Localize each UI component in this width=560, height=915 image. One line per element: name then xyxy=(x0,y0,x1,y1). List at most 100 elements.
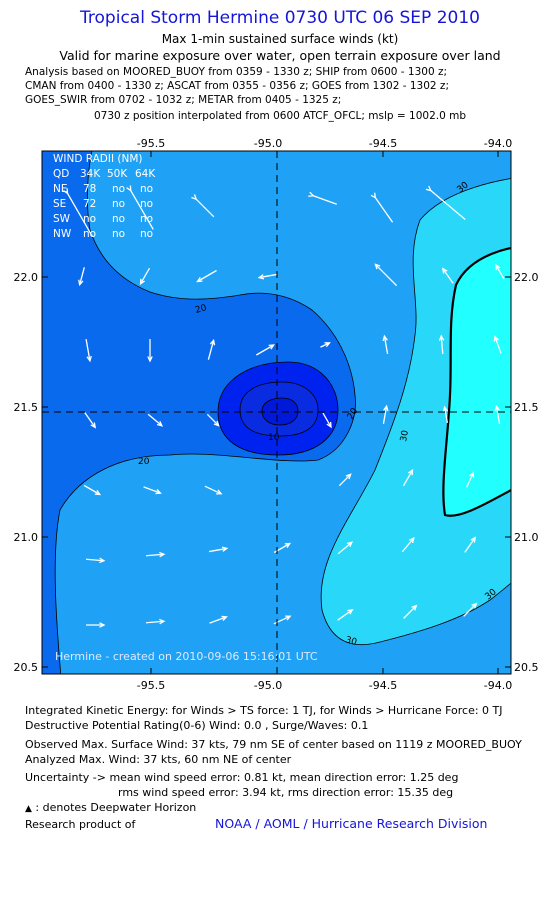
deepwater-note: ▲ : denotes Deepwater Horizon xyxy=(25,801,196,814)
wind-arrow-shaft xyxy=(147,413,163,427)
wind-arrow-shaft xyxy=(443,407,449,423)
wind-arrow-head xyxy=(147,356,153,363)
wind-arrow-head xyxy=(159,551,166,558)
wind-arrow-head xyxy=(284,542,292,549)
position-note: 0730 z position interpolated from 0600 A… xyxy=(93,110,467,122)
wind-arrow-head xyxy=(345,473,352,480)
wind-arrow-head xyxy=(139,278,146,286)
y-tick-left: 21.5 xyxy=(14,401,39,414)
wind-arrow-shaft xyxy=(383,336,389,354)
tick-marks xyxy=(42,151,511,674)
x-tick-bottom: -95.5 xyxy=(137,679,165,692)
wind-arrow-head xyxy=(126,185,132,192)
wind-arrow-shaft xyxy=(320,342,330,348)
wind-radii-header-qd: QD xyxy=(53,168,69,180)
wind-arrow-shaft xyxy=(495,406,501,424)
wind-radii-cell: no xyxy=(83,228,96,240)
wind-arrow-head xyxy=(383,404,389,412)
wind-arrow-shaft xyxy=(463,603,477,617)
wind-arrow-shaft xyxy=(464,537,476,553)
y-tick-right: 21.5 xyxy=(514,401,539,414)
wind-arrow-shaft xyxy=(85,558,105,562)
wind-arrow-shaft xyxy=(440,335,444,355)
wind-arrow-shaft xyxy=(66,193,94,237)
wind-arrow-shaft xyxy=(374,197,394,223)
wind-arrow-head xyxy=(346,541,354,548)
y-tick-left: 21.0 xyxy=(14,531,39,544)
wind-arrow-shaft xyxy=(495,264,505,280)
wind-arrow-head xyxy=(408,536,415,544)
wind-arrow-head xyxy=(469,471,475,478)
research-label: Research product of xyxy=(25,818,136,831)
wind-arrow-shaft xyxy=(197,269,217,283)
deepwater-horizon-icon: ▲ xyxy=(25,804,32,814)
wind-arrow-head xyxy=(213,420,220,427)
wind-arrow-head xyxy=(62,188,69,195)
wind-radii-cell: no xyxy=(140,198,153,210)
wind-radii-header-50k: 50K xyxy=(107,168,128,180)
wind-arrow-head xyxy=(86,355,92,363)
analyzed-max-line: Analyzed Max. Wind: 37 kts, 60 nm NE of … xyxy=(25,753,292,766)
ike-line: Integrated Kinetic Energy: for Winds > T… xyxy=(25,704,503,717)
wind-arrow-shaft xyxy=(374,263,398,287)
x-tick-top: -95.5 xyxy=(137,137,165,150)
wind-arrow-shaft xyxy=(466,472,474,488)
wind-arrow-shaft xyxy=(256,344,274,356)
wind-radii-cell: no xyxy=(112,198,125,210)
wind-arrow-head xyxy=(425,185,432,192)
y-tick-right: 22.0 xyxy=(514,271,539,284)
wind-arrow-shaft xyxy=(337,609,353,621)
wind-radii-header-64k: 64K xyxy=(135,168,156,180)
wind-arrow-head xyxy=(99,557,106,564)
wind-arrow-head xyxy=(411,604,418,611)
wind-arrow-head xyxy=(370,192,377,199)
wind-radii-header-34k: 34K xyxy=(80,168,101,180)
wind-arrow-shaft xyxy=(84,412,96,428)
wind-radii-cell: NW xyxy=(53,228,72,240)
wind-arrow-head xyxy=(221,615,228,621)
wind-arrow-shaft xyxy=(79,267,85,285)
x-tick-bottom: -95.0 xyxy=(254,679,282,692)
x-tick-bottom: -94.5 xyxy=(369,679,397,692)
x-tick-bottom: -94.0 xyxy=(484,679,512,692)
wind-radii-cell: no xyxy=(112,183,125,195)
wind-arrow-head xyxy=(191,194,198,201)
wind-radii-cell: NE xyxy=(53,183,68,195)
wind-radii-cell: SE xyxy=(53,198,66,210)
wind-arrow-shaft xyxy=(209,616,227,624)
wind-arrow-shaft xyxy=(382,406,388,424)
contour-label: 30 xyxy=(399,429,411,442)
wind-arrow-head xyxy=(257,274,265,280)
uncertainty-line-1: Uncertainty -> mean wind speed error: 0.… xyxy=(25,771,459,784)
wind-arrow-shaft xyxy=(442,268,454,284)
wind-arrow-head xyxy=(221,546,229,552)
y-tick-left: 20.5 xyxy=(14,661,39,674)
wind-arrow-head xyxy=(159,618,166,625)
chart-subtitle-2: Valid for marine exposure over water, op… xyxy=(59,48,501,63)
wind-arrow-shaft xyxy=(207,340,215,360)
analysis-line-1: Analysis based on MOORED_BUOY from 0359 … xyxy=(25,66,448,78)
y-tick-left: 22.0 xyxy=(14,271,39,284)
x-tick-top: -94.0 xyxy=(484,137,512,150)
y-tick-right: 21.0 xyxy=(514,531,539,544)
x-tick-top: -95.0 xyxy=(254,137,282,150)
wind-arrow-shaft xyxy=(259,273,277,279)
research-org-link[interactable]: NOAA / AOML / Hurricane Research Divisio… xyxy=(215,816,488,831)
wind-arrow-head xyxy=(216,489,223,495)
wind-arrow-head xyxy=(442,405,449,413)
wind-radii-cell: SW xyxy=(53,213,71,225)
wind-arrow-shaft xyxy=(206,413,220,427)
wind-arrows xyxy=(62,185,505,628)
wind-arrow-shaft xyxy=(322,412,332,428)
wind-arrow-head xyxy=(493,335,499,342)
y-tick-right: 20.5 xyxy=(514,661,539,674)
wind-arrow-shaft xyxy=(143,486,161,494)
dpr-line: Destructive Potential Rating(0-6) Wind: … xyxy=(25,719,369,732)
contour-label: 20 xyxy=(194,303,208,316)
wind-arrow-shaft xyxy=(85,339,91,361)
wind-arrow-shaft xyxy=(145,553,165,557)
wind-arrow-head xyxy=(470,536,477,543)
wind-arrow-head xyxy=(382,334,388,342)
wind-arrow-head xyxy=(268,344,275,350)
